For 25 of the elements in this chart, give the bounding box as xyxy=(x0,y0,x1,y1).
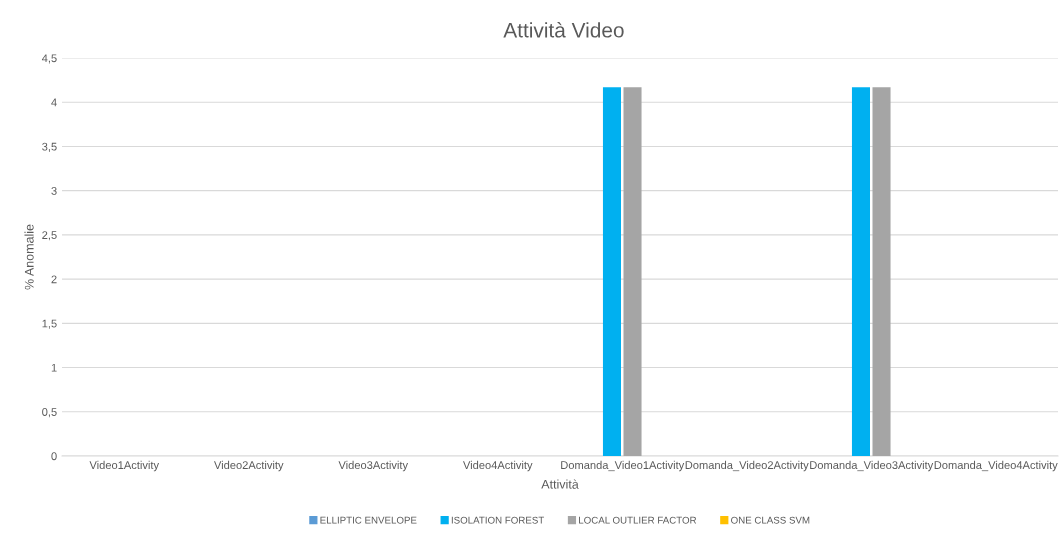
y-tick-label: 0 xyxy=(51,452,57,461)
y-tick-label: 2,5 xyxy=(42,231,57,241)
y-tick-label: 2 xyxy=(51,275,57,284)
x-tick-label: Video4Activity xyxy=(463,460,533,472)
x-tick-label: Domanda_Video2Activity xyxy=(685,460,809,472)
x-tick-label: Video3Activity xyxy=(338,460,409,472)
legend-label: ELLIPTIC ENVELOPE xyxy=(320,516,417,524)
y-tick-label: 4 xyxy=(51,98,57,107)
legend-label: ISOLATION FOREST xyxy=(451,516,545,524)
y-tick-label: 1,5 xyxy=(42,319,57,329)
x-tick-label: Domanda_Video3Activity xyxy=(810,460,934,472)
x-axis-title: Attività xyxy=(541,479,579,489)
chart-title: Attività Video xyxy=(503,22,624,38)
x-tick-label: Domanda_Video4Activity xyxy=(934,460,1058,472)
x-tick-label: Domanda_Video1Activity xyxy=(561,460,685,472)
y-tick-label: 3 xyxy=(51,186,57,195)
legend-label: ONE CLASS SVM xyxy=(731,516,810,524)
y-axis-title: % Anomalie xyxy=(24,224,34,290)
x-tick-label: Video2Activity xyxy=(214,460,284,472)
y-tick-label: 0,5 xyxy=(42,408,57,418)
y-tick-label: 4,5 xyxy=(41,54,57,64)
y-tick-label: 1 xyxy=(51,363,57,372)
legend-label: LOCAL OUTLIER FACTOR xyxy=(579,516,697,524)
x-tick-label: Video1Activity xyxy=(89,460,160,472)
y-tick-label: 3,5 xyxy=(42,142,57,152)
